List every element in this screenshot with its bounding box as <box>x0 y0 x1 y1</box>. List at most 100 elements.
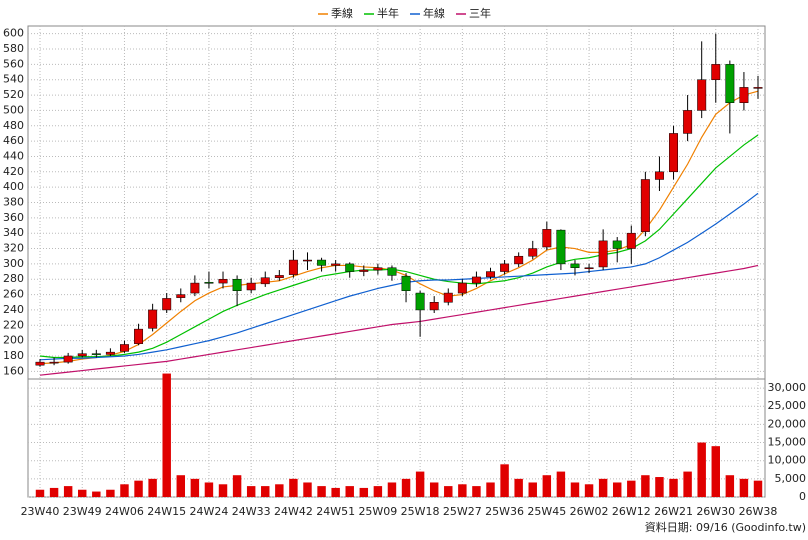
candle-body <box>640 179 650 232</box>
x-tick-label: 26W21 <box>654 505 693 518</box>
candle-body <box>753 87 763 89</box>
volume-bar <box>275 484 284 497</box>
y-tick-label: 420 <box>3 165 24 178</box>
volume-bar <box>331 487 340 497</box>
legend-label: 年線 <box>423 6 445 20</box>
candle-body <box>35 361 45 366</box>
y-tick-label: 520 <box>3 88 24 101</box>
candle-body <box>486 271 495 278</box>
y-tick-label: 540 <box>3 73 24 86</box>
volume-bar <box>148 478 157 497</box>
candle-body <box>570 263 580 268</box>
candle-body <box>162 298 172 311</box>
y-tick-label: 400 <box>3 180 24 193</box>
x-tick-label: 24W42 <box>274 505 313 518</box>
volume-bar <box>429 482 439 497</box>
y-tick-label: 480 <box>3 119 24 132</box>
candle-body <box>303 259 312 262</box>
candle-body <box>584 267 594 269</box>
y-tick-label: 600 <box>3 27 24 40</box>
candle-body <box>542 229 552 248</box>
candle-body <box>91 353 101 355</box>
x-tick-label: 25W45 <box>527 505 566 518</box>
candle-body <box>739 87 749 103</box>
x-tick-label: 25W36 <box>485 505 524 518</box>
x-tick-label: 26W38 <box>739 505 778 518</box>
volume-bar <box>641 475 650 497</box>
y2-tick-label: 25,000 <box>768 399 807 412</box>
ma-line <box>39 134 759 359</box>
volume-bar <box>500 464 509 497</box>
volume-bar <box>289 478 298 497</box>
volume-bar <box>317 486 326 497</box>
y-tick-label: 340 <box>3 226 24 239</box>
candle-body <box>626 232 636 249</box>
volume-bar <box>458 484 467 497</box>
volume-bar <box>232 475 242 497</box>
x-tick-label: 25W09 <box>358 505 397 518</box>
volume-bar <box>753 480 763 497</box>
volume-bar <box>415 471 425 497</box>
ma-line <box>39 90 759 365</box>
volume-bar <box>303 482 312 497</box>
y2-tick-label: 10,000 <box>768 454 807 467</box>
y-tick-label: 580 <box>3 42 24 55</box>
volume-bar <box>528 482 537 497</box>
candle-body <box>387 267 397 276</box>
y-tick-label: 220 <box>3 318 24 331</box>
y-tick-label: 560 <box>3 57 24 70</box>
y-tick-label: 460 <box>3 134 24 147</box>
volume-bar <box>598 478 608 497</box>
volume-bar <box>627 480 636 497</box>
volume-bar <box>697 442 706 497</box>
candle-body <box>429 302 439 311</box>
x-tick-label: 24W51 <box>316 505 355 518</box>
x-tick-label: 25W18 <box>401 505 440 518</box>
y-tick-label: 240 <box>3 303 24 316</box>
candle-body <box>683 110 693 134</box>
volume-bar <box>49 487 59 497</box>
candle-body <box>63 355 73 363</box>
candle-body <box>556 229 566 265</box>
candle-body <box>204 282 214 284</box>
volume-bar <box>359 487 369 497</box>
candle-body <box>49 361 59 364</box>
volume-bar <box>542 475 552 497</box>
candle-body <box>331 263 341 266</box>
volume-bar <box>261 486 270 497</box>
volume-bar <box>570 482 580 497</box>
volume-bar <box>472 486 481 497</box>
volume-bar <box>584 484 594 497</box>
candle-body <box>105 351 115 355</box>
candle-body <box>274 275 284 278</box>
volume-bar <box>176 475 186 497</box>
candle-body <box>176 294 186 298</box>
candle-body <box>345 263 355 272</box>
x-tick-label: 25W27 <box>443 505 482 518</box>
x-tick-label: 24W15 <box>147 505 186 518</box>
candle-body <box>232 278 242 292</box>
candle-body <box>500 263 510 272</box>
candle-body <box>119 344 129 352</box>
y-tick-label: 320 <box>3 242 24 255</box>
volume-bar <box>162 373 171 497</box>
legend-label: 季線 <box>331 6 353 20</box>
candle-body <box>697 79 707 111</box>
y2-tick-label: 5,000 <box>775 472 807 485</box>
x-tick-label: 24W06 <box>105 505 144 518</box>
y-tick-label: 300 <box>3 257 24 270</box>
volume-bar <box>387 482 397 497</box>
y2-tick-label: 20,000 <box>768 417 807 430</box>
volume-bar <box>218 484 228 497</box>
y2-tick-label: 0 <box>799 490 806 503</box>
volume-bar <box>669 478 678 497</box>
x-tick-label: 26W12 <box>612 505 651 518</box>
legend-label: 半年 <box>377 6 399 20</box>
candle-body <box>443 292 453 303</box>
volume-bar <box>373 486 383 497</box>
candle-body <box>654 171 664 180</box>
x-tick-label: 23W49 <box>63 505 102 518</box>
x-tick-label: 24W33 <box>232 505 271 518</box>
candle-body <box>612 240 622 249</box>
ma-line <box>39 192 759 361</box>
